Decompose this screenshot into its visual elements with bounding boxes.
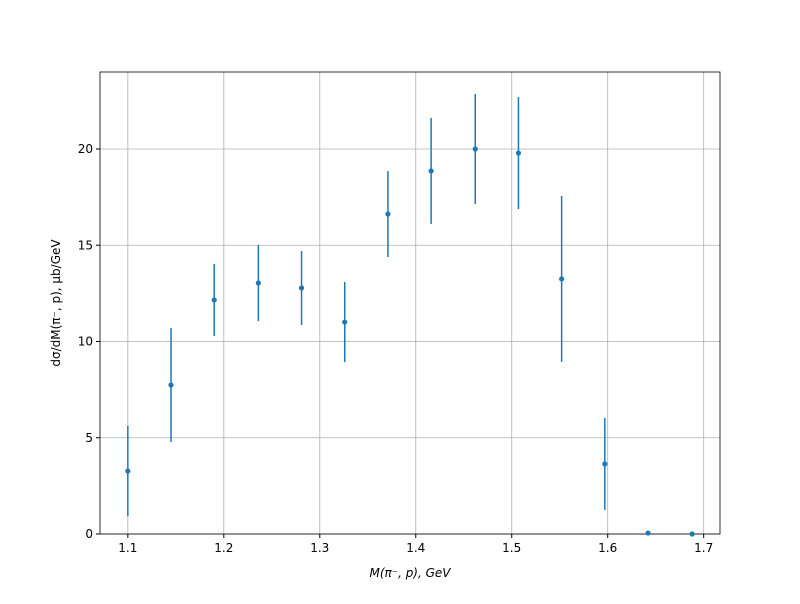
x-tick-label: 1.6	[598, 541, 617, 555]
data-point	[428, 168, 434, 174]
data-point	[645, 530, 651, 536]
x-axis-label: M(π⁻, p), GeV	[369, 566, 451, 580]
y-tick-label: 20	[78, 142, 93, 156]
data-point	[125, 468, 131, 474]
x-tick-label: 1.7	[694, 541, 713, 555]
data-point	[515, 150, 522, 156]
y-tick-label: 0	[85, 527, 93, 541]
data-point	[559, 276, 565, 282]
data-point	[689, 531, 695, 537]
data-point	[211, 297, 217, 303]
y-tick-label: 5	[85, 431, 93, 445]
data-point	[255, 280, 261, 286]
data-point	[602, 461, 608, 467]
data-point	[168, 382, 174, 388]
y-tick-label: 10	[78, 335, 93, 349]
x-tick-label: 1.3	[310, 541, 329, 555]
x-tick-label: 1.5	[502, 541, 521, 555]
data-point	[342, 319, 348, 325]
y-axis-label: dσ/dM(π⁻, p), μb/GeV	[49, 239, 63, 367]
y-tick-label: 15	[78, 238, 93, 252]
plot-frame	[99, 71, 721, 535]
data-point	[298, 285, 305, 291]
data-point	[385, 211, 391, 217]
x-tick-label: 1.2	[214, 541, 233, 555]
data-point	[472, 146, 478, 152]
x-tick-label: 1.4	[406, 541, 425, 555]
x-tick-label: 1.1	[118, 541, 137, 555]
